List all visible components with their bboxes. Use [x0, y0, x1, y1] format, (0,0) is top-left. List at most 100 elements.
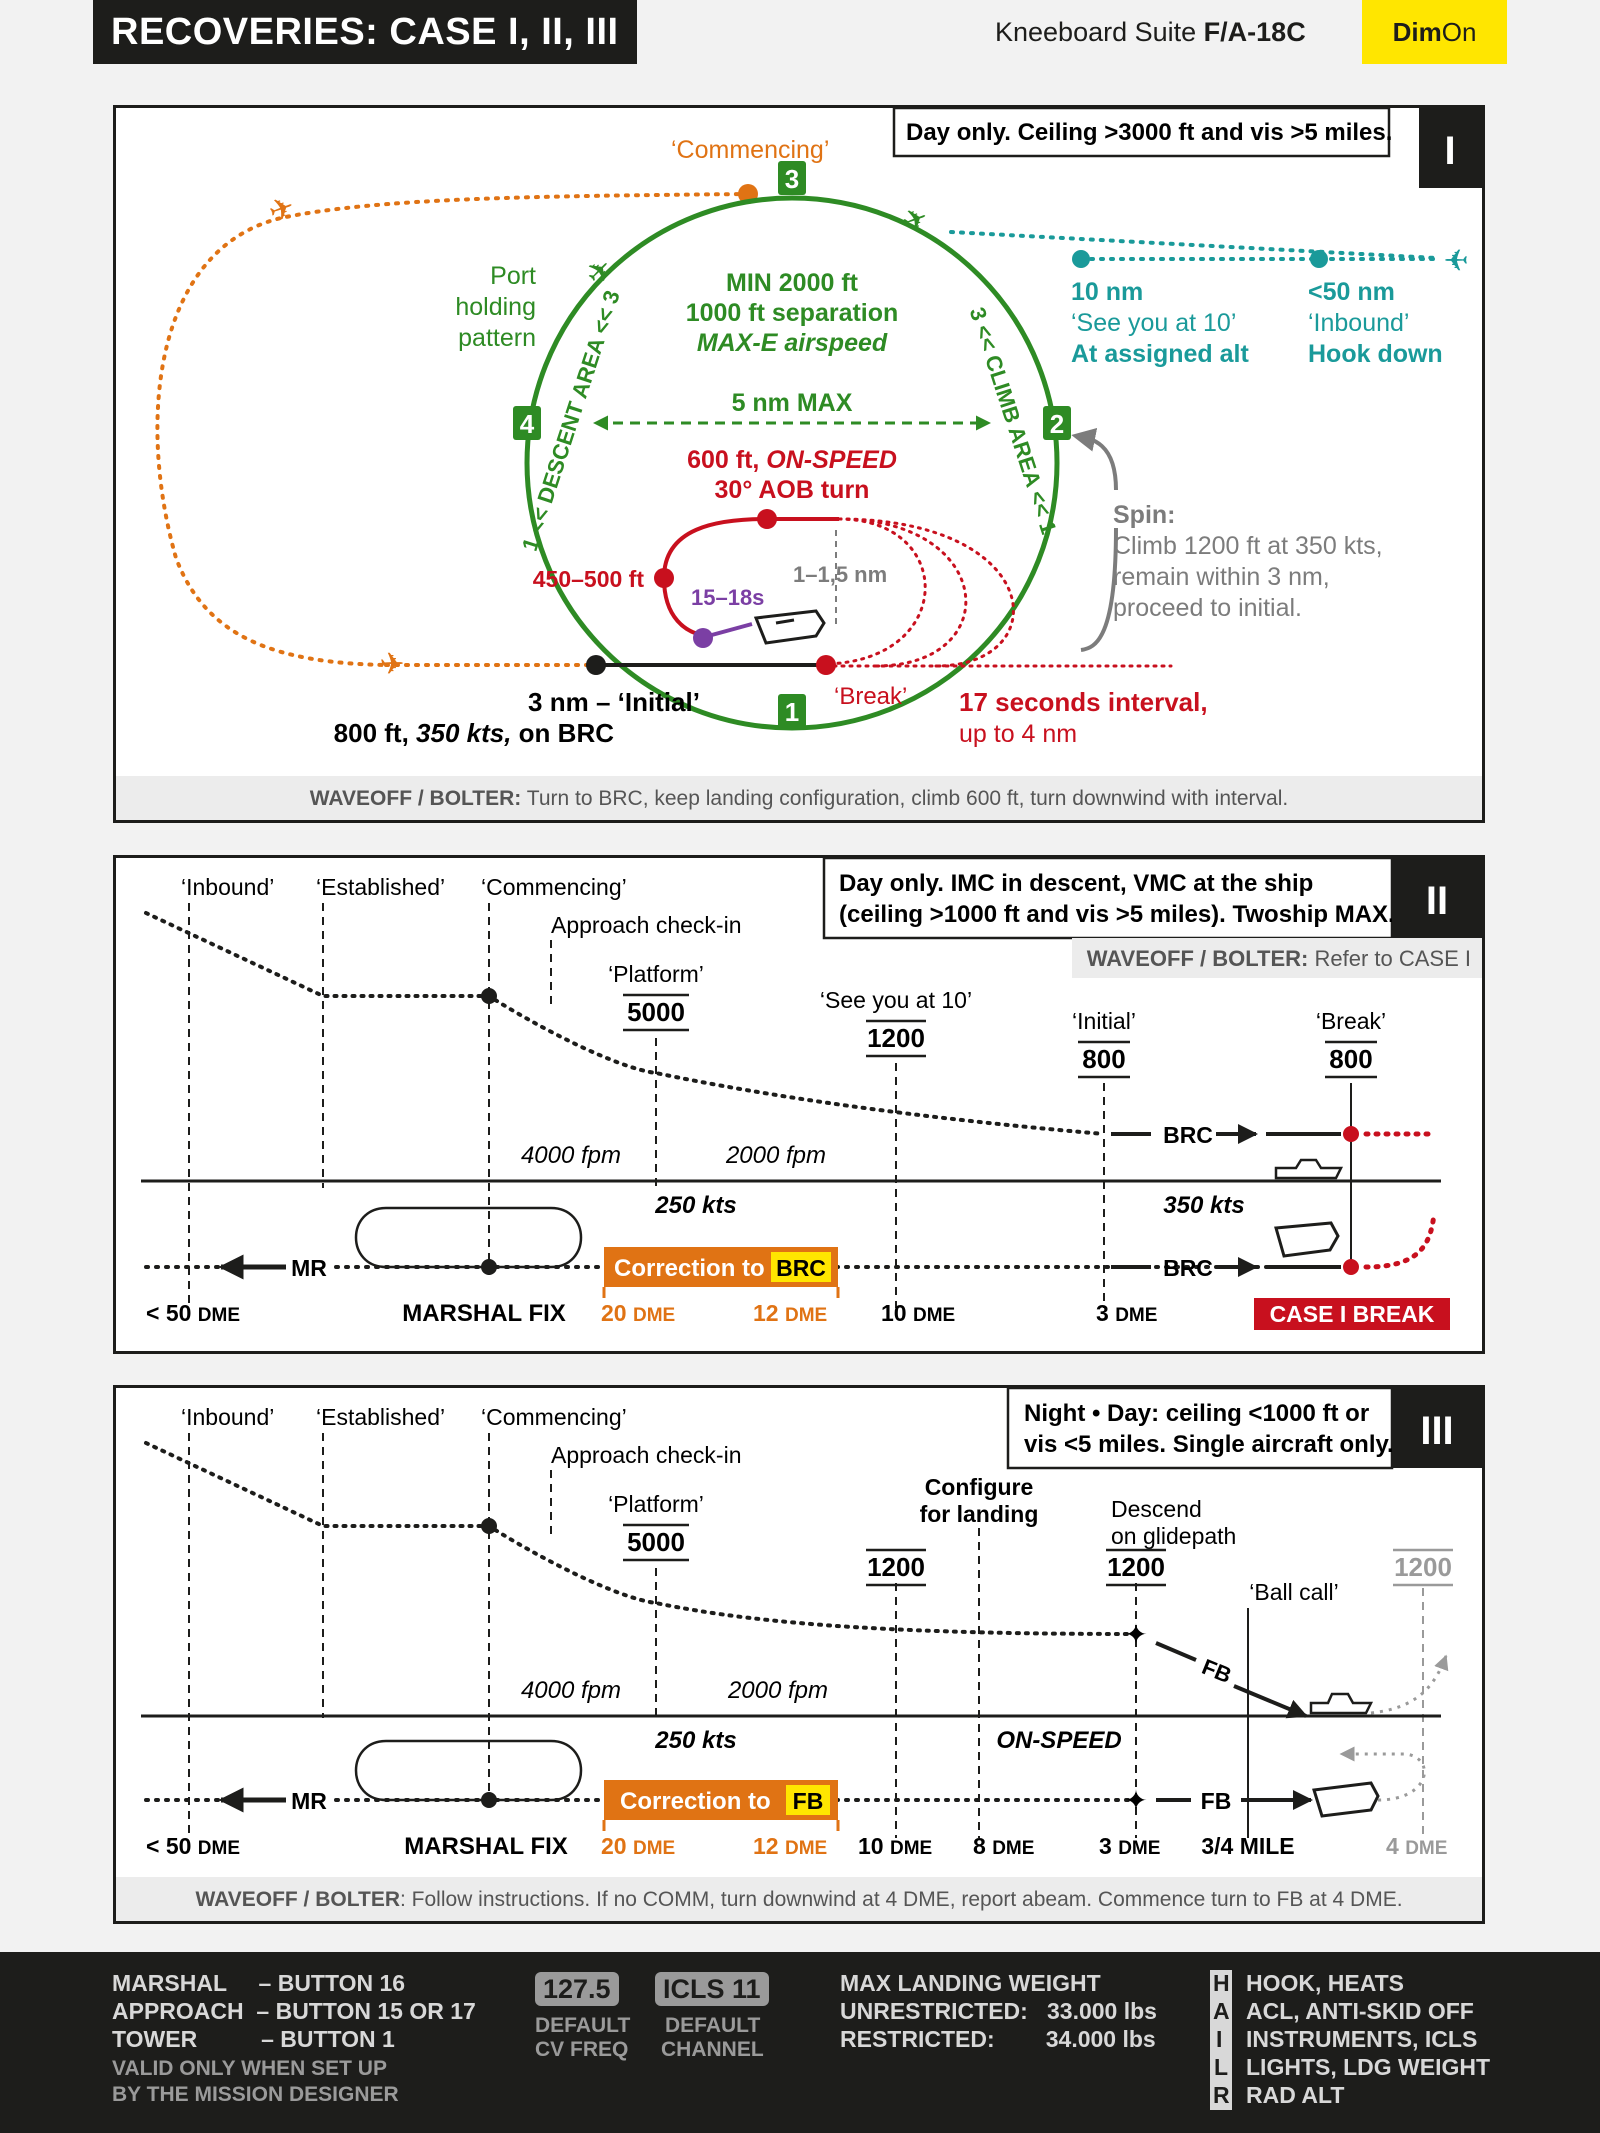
case2-kts350: 350 kts [1163, 1192, 1244, 1219]
case3-onspeed: ON-SPEED [996, 1727, 1121, 1754]
break-point-red [816, 655, 836, 675]
hail-h: H [1213, 1970, 1230, 1996]
case2-alt1200: 1200 [867, 1023, 925, 1053]
initial-2: 800 ft, 350 kts, on BRC [334, 718, 615, 748]
case2-dme10: 10 DME [881, 1300, 955, 1326]
hail-item-4: LIGHTS, LDG WEIGHT [1246, 2054, 1491, 2080]
jet-icon: ✈ [579, 251, 620, 292]
case2-fpm4000: 4000 fpm [521, 1142, 621, 1169]
case3-correction-a: Correction to [620, 1788, 771, 1815]
case2-alt800a: 800 [1082, 1044, 1125, 1074]
case3-platform: ‘Platform’ [608, 1491, 704, 1517]
initial-2c: on BRC [511, 718, 614, 748]
port-label-3: pattern [458, 324, 536, 352]
case3-kts250: 250 kts [654, 1727, 736, 1754]
case3-descend-2: on glidepath [1111, 1523, 1236, 1549]
case2-inbound: ‘Inbound’ [181, 874, 274, 900]
case2-tag: II [1426, 879, 1448, 923]
spin-3: proceed to initial. [1113, 594, 1302, 622]
r50-a: <50 nm [1308, 278, 1395, 306]
hail-strip [1210, 1970, 1232, 2110]
port-holding-path [155, 192, 750, 667]
inbound-path [949, 230, 1438, 260]
case3-fpm2000: 2000 fpm [727, 1677, 828, 1704]
freq-label-1: DEFAULT [535, 2014, 631, 2037]
case3-commencing: ‘Commencing’ [481, 1404, 627, 1430]
spin-title: Spin: [1113, 501, 1176, 529]
case1-condition: Day only. Ceiling >3000 ft and vis >5 mi… [906, 119, 1392, 146]
hail-r: R [1213, 2082, 1230, 2108]
case2-panel: Day only. IMC in descent, VMC at the shi… [113, 855, 1485, 1354]
waypoint-icon: ✦ [1124, 1785, 1147, 1816]
case3-correction-b: FB [793, 1788, 824, 1814]
case1-break-badge [1254, 1298, 1450, 1330]
case3-waveoff-label: WAVEOFF / BOLTER [195, 1888, 400, 1911]
suite-prefix: Kneeboard Suite [995, 17, 1204, 47]
page-title: RECOVERIES: CASE I, II, III [93, 0, 637, 64]
case3-racetrack [354, 1739, 583, 1802]
case2-condition-2: (ceiling >1000 ft and vis >5 miles). Two… [839, 901, 1395, 928]
aob-label: 30° AOB turn [715, 476, 870, 504]
case2-see10: ‘See you at 10’ [820, 987, 972, 1013]
case2-correction-b: BRC [776, 1255, 826, 1281]
ball-point [693, 628, 713, 648]
initial-2a: 800 ft, [334, 718, 416, 748]
restricted-weight: RESTRICTED: 34.000 lbs [840, 2026, 1156, 2052]
point-1-label: 1 [785, 697, 799, 727]
onspeed-label: 600 ft, ON-SPEED [687, 446, 897, 474]
case2-brc-bot: BRC [1163, 1255, 1213, 1281]
case2-dme3a: 3 [1096, 1300, 1115, 1326]
r10-b: ‘See you at 10’ [1071, 309, 1236, 337]
break-label: ‘Break’ [834, 683, 907, 710]
case2-commencing: ‘Commencing’ [481, 874, 627, 900]
case3-dme50: < 50 DME [146, 1833, 240, 1859]
footer: MARSHAL – BUTTON 16 APPROACH – BUTTON 15… [0, 1952, 1600, 2133]
port-label-2: holding [455, 293, 536, 321]
case1-tag-box [1419, 108, 1482, 188]
case2-dme50: < 50 DME [146, 1300, 240, 1326]
case2-alt5000: 5000 [627, 997, 685, 1027]
unrestricted-weight: UNRESTRICTED: 33.000 lbs [840, 1998, 1157, 2024]
case3-dme50b: DME [198, 1838, 240, 1859]
case2-dme20b: DME [633, 1305, 675, 1326]
case3-dme12: 12 DME [753, 1833, 827, 1859]
case3-dme50a: < 50 [146, 1833, 198, 1859]
case3-fb-bot: FB [1201, 1788, 1232, 1814]
case1-waveoff-text: Turn to BRC, keep landing configuration,… [521, 787, 1288, 810]
case2-dme10b: DME [913, 1305, 955, 1326]
case2-correction-a: Correction to [614, 1255, 765, 1282]
case1-panel: Day only. Ceiling >3000 ft and vis >5 mi… [113, 105, 1485, 823]
case3-mile34: 3/4 MILE [1201, 1833, 1294, 1859]
case2-dme20a: 20 [601, 1300, 633, 1326]
case3-dme4b: DME [1405, 1838, 1447, 1859]
spin-2: remain within 3 nm, [1113, 563, 1330, 591]
valid-note-2: BY THE MISSION DESIGNER [112, 2083, 399, 2106]
case2-break: ‘Break’ [1316, 1008, 1386, 1034]
initial-point [586, 655, 606, 675]
initial-1: 3 nm – ‘Initial’ [528, 687, 700, 717]
case3-descent-profile [144, 1441, 1138, 1636]
case2-diagram: Day only. IMC in descent, VMC at the shi… [141, 856, 1482, 1330]
case3-condition-1: Night • Day: ceiling <1000 ft or [1024, 1400, 1369, 1427]
case3-dme10a: 10 [858, 1833, 890, 1859]
case3-dme3b: DME [1118, 1838, 1160, 1859]
case2-dme10a: 10 [881, 1300, 913, 1326]
case2-waveoff: WAVEOFF / BOLTER: Refer to CASE I [1087, 946, 1471, 971]
case2-racetrack [354, 1206, 583, 1269]
aircraft-name: F/A-18C [1203, 17, 1306, 47]
case3-configure-2: for landing [920, 1501, 1039, 1527]
carrier-icon [1312, 1781, 1380, 1818]
hail-a: A [1213, 1998, 1230, 2024]
waypoint-icon: ✦ [1124, 1619, 1147, 1650]
case2-case1break: CASE I BREAK [1270, 1301, 1435, 1327]
case2-mr: MR [291, 1255, 327, 1281]
case2-dme12b: DME [785, 1305, 827, 1326]
case3-fpm4000: 4000 fpm [521, 1677, 621, 1704]
point-2 [1043, 406, 1071, 440]
initial-2b: 350 kts, [416, 718, 511, 748]
tower-button: TOWER – BUTTON 1 [112, 2026, 395, 2052]
case3-dme20: 20 DME [601, 1833, 675, 1859]
commencing-label: ‘Commencing’ [671, 136, 829, 164]
hail-item-1: HOOK, HEATS [1246, 1970, 1405, 1996]
freq-label-2: CV FREQ [535, 2038, 629, 2061]
